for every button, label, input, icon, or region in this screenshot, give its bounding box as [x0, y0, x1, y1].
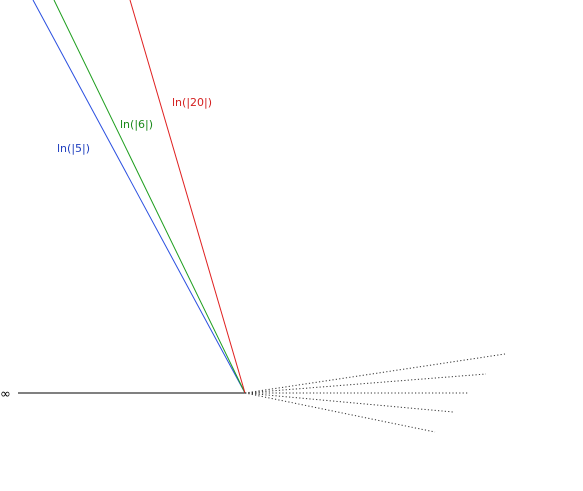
ray-ln20 — [129, 0, 246, 394]
label-infinity: ∞ — [0, 387, 11, 402]
dotted-ray-2 — [244, 373, 487, 394]
dotted-ray-4 — [244, 392, 454, 413]
ray-ln5 — [32, 0, 246, 394]
dotted-fan — [244, 353, 506, 433]
dotted-ray-5 — [244, 392, 436, 433]
label-ln20: ln(|20|) — [172, 96, 212, 109]
label-ln5: ln(|5|) — [57, 142, 90, 155]
label-ln6: ln(|6|) — [120, 118, 153, 131]
ray-ln6 — [53, 0, 246, 394]
dotted-ray-1 — [244, 353, 506, 394]
